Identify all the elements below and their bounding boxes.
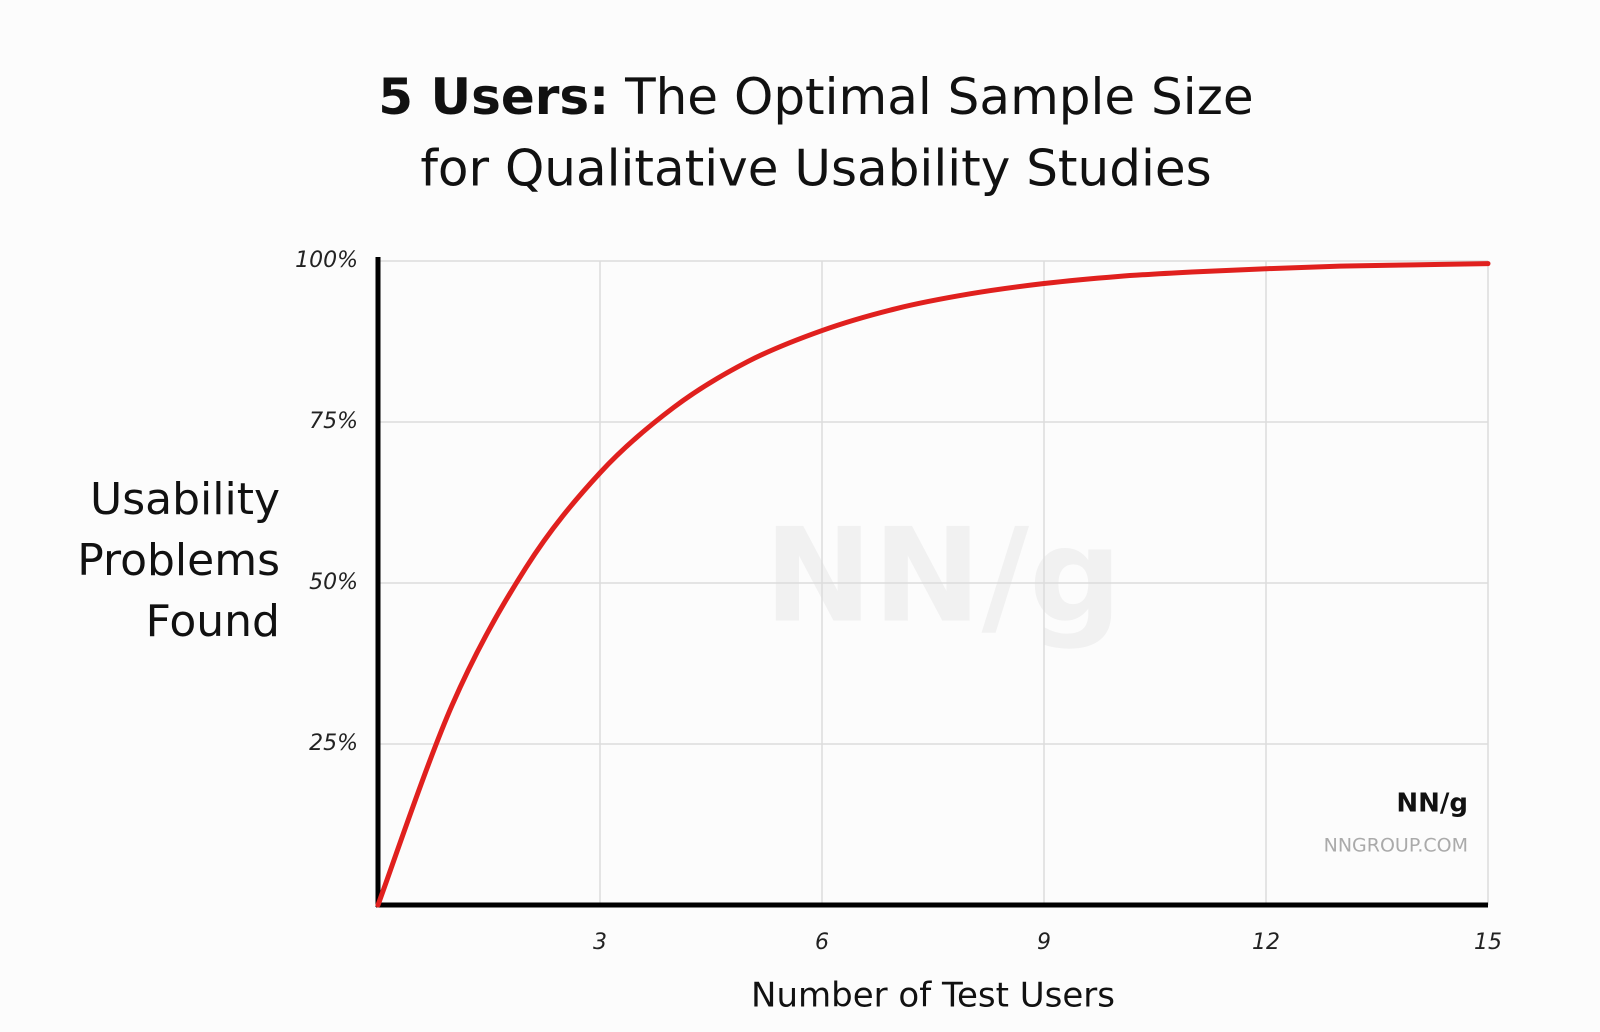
x-tick-label: 6 <box>815 930 829 955</box>
y-tick-label: 25% <box>309 731 358 756</box>
x-tick-label: 9 <box>1037 930 1051 955</box>
y-tick-label: 50% <box>309 570 358 595</box>
title-bold: 5 Users: <box>378 68 609 126</box>
data-line <box>375 261 1491 908</box>
x-tick-label: 3 <box>593 930 607 955</box>
y-axis-label: Usability <box>90 474 280 525</box>
watermark: NN/g <box>764 500 1122 652</box>
x-axis-label: Number of Test Users <box>751 976 1115 1016</box>
x-tick-label: 15 <box>1474 930 1502 955</box>
chart-title: 5 Users: The Optimal Sample Size <box>378 68 1253 126</box>
x-tick-label: 12 <box>1252 930 1280 955</box>
chart-subtitle: for Qualitative Usability Studies <box>420 140 1211 198</box>
y-tick-label: 75% <box>309 409 358 434</box>
y-axis-label: Found <box>146 596 280 647</box>
title-rest: The Optimal Sample Size <box>624 68 1254 126</box>
y-tick-label: 100% <box>295 248 358 273</box>
logo: NN/g <box>1396 789 1468 819</box>
y-axis-label: Problems <box>77 535 280 586</box>
logo-url: NNGROUP.COM <box>1324 835 1468 857</box>
